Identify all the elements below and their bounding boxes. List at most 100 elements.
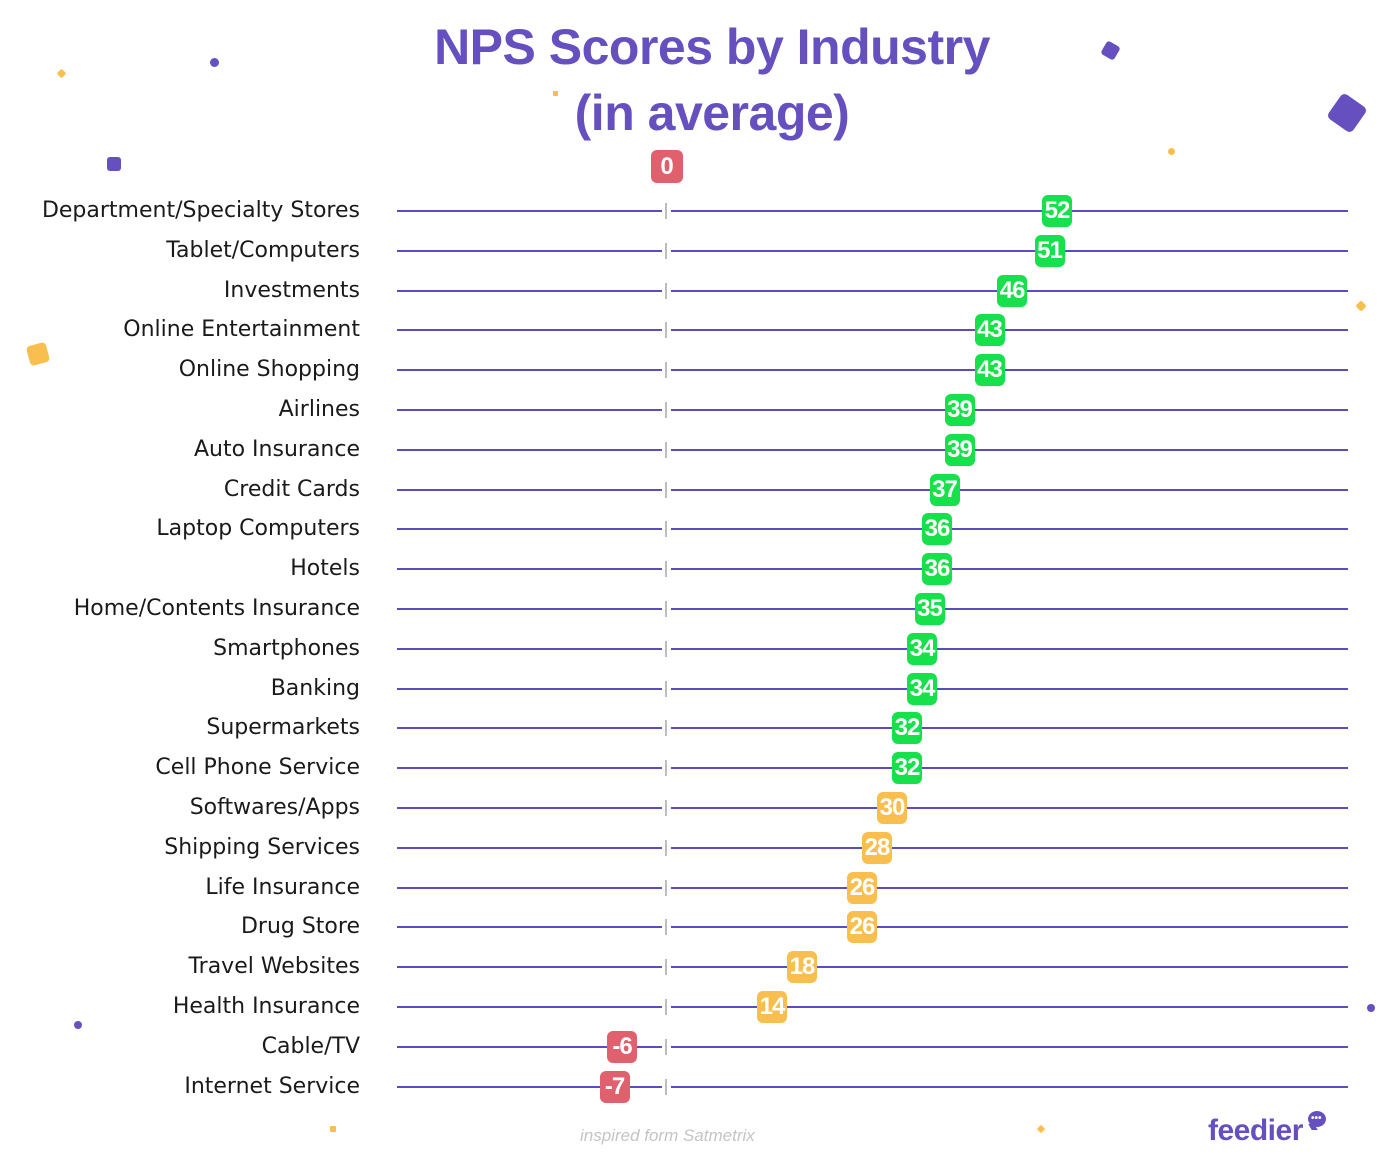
category-label: Department/Specialty Stores [41,198,360,223]
category-label: Shipping Services [164,834,360,860]
category-label: Softwares/Apps [189,795,360,820]
chart-row: Laptop Computers 36 [0,509,1400,549]
source-credit: inspired form Satmetrix [580,1126,755,1145]
row-line-positive [671,767,1348,770]
chart-row: Supermarkets 32 [0,708,1400,748]
zero-tick [665,1078,667,1095]
zero-tick [665,561,667,578]
row-line-negative [397,608,662,610]
zero-tick [665,879,667,896]
row-line-positive [671,966,1348,969]
category-label: Hotels [290,556,360,582]
row-line-positive [671,727,1348,730]
category-label: Banking [270,675,360,701]
row-line-negative [397,647,662,650]
chart-row: Airlines 39 [0,390,1400,430]
chart-row: Online Entertainment 43 [0,310,1400,350]
category-label: Smartphones [213,635,360,661]
score-badge: -6 [607,1030,637,1063]
chart-title-line1: NPS Scores by Industry [434,19,990,75]
zero-tick [665,282,667,299]
chart-row: Auto Insurance 39 [0,430,1400,470]
row-line-negative [397,846,662,849]
row-line-negative [397,767,662,770]
row-line-positive [671,807,1348,809]
score-badge: 51 [1034,234,1065,267]
zero-tick [665,481,667,498]
chart-row: Health Insurance 14 [0,987,1400,1027]
chart-row: Hotels 36 [0,549,1400,589]
category-label: Online Shopping [178,357,360,383]
zero-tick [665,362,667,379]
chart-row: Drug Store 26 [0,907,1400,947]
row-line-positive [671,369,1348,372]
row-line-negative [397,568,662,571]
score-badge: 35 [914,593,945,625]
score-badge: 52 [1042,195,1072,227]
row-line-positive [671,249,1348,252]
category-label: Internet Service [184,1073,360,1099]
zero-tick [665,680,667,697]
category-label: Home/Contents Insurance [73,596,360,621]
zero-tick [665,839,667,856]
zero-tick [665,203,667,219]
chart-row: Life Insurance 26 [0,868,1400,908]
row-line-negative [397,488,662,491]
zero-tick [665,999,667,1015]
score-badge: 28 [862,831,892,864]
category-label: Credit Cards [223,476,360,502]
score-badge: 46 [997,274,1027,307]
row-line-positive [671,568,1348,571]
decor-purple-dot [1367,1004,1375,1012]
category-label: Drug Store [240,914,360,940]
row-line-positive [671,448,1348,451]
row-line-negative [397,966,662,969]
category-label: Cell Phone Service [155,755,360,781]
chart-row: Home/Contents Insurance 35 [0,589,1400,629]
row-line-negative [397,727,662,730]
row-line-positive [671,1045,1348,1048]
row-line-negative [397,1006,662,1008]
chart-title-line2: (in average) [574,85,850,141]
row-line-negative [397,448,662,451]
row-line-negative [397,289,662,292]
category-label: Travel Websites [188,954,360,980]
score-badge: 26 [847,911,877,944]
score-badge: -7 [599,1070,630,1103]
chart-row: Investments 46 [0,271,1400,311]
row-line-negative [397,886,662,889]
row-line-positive [671,329,1348,332]
decor-purple-dot [74,1021,82,1029]
chart-title: NPS Scores by Industry (in average) [0,14,1400,146]
score-badge: 18 [787,951,817,984]
zero-tick [665,760,667,777]
score-badge: 43 [974,354,1005,387]
chart-row: Department/Specialty Stores 52 [0,191,1400,231]
score-badge: 32 [892,712,922,745]
row-line-positive [671,926,1348,929]
chart-row: Cable/TV -6 [0,1027,1400,1067]
decor-purple-dot [210,58,219,67]
row-line-negative [397,409,662,411]
decor-purple-square [107,157,121,171]
zero-tick [665,800,667,816]
row-line-negative [397,1045,662,1048]
feedier-logo: feedier [1208,1114,1303,1147]
row-line-positive [671,608,1348,610]
category-label: Cable/TV [261,1033,360,1059]
score-badge: 14 [757,991,787,1023]
chart-row: Travel Websites 18 [0,947,1400,987]
row-line-negative [397,807,662,809]
row-line-negative [397,1085,662,1088]
row-line-negative [397,210,662,212]
score-badge: 32 [892,752,922,785]
chart-row: Tablet/Computers 51 [0,231,1400,271]
row-line-negative [397,926,662,929]
chart-row: Credit Cards 37 [0,470,1400,510]
category-label: Auto Insurance [193,436,360,462]
score-badge: 36 [922,553,952,586]
row-line-positive [671,1006,1348,1008]
decor-yellow-dot [553,91,558,96]
score-badge: 30 [877,792,907,824]
category-label: Tablet/Computers [166,237,360,263]
